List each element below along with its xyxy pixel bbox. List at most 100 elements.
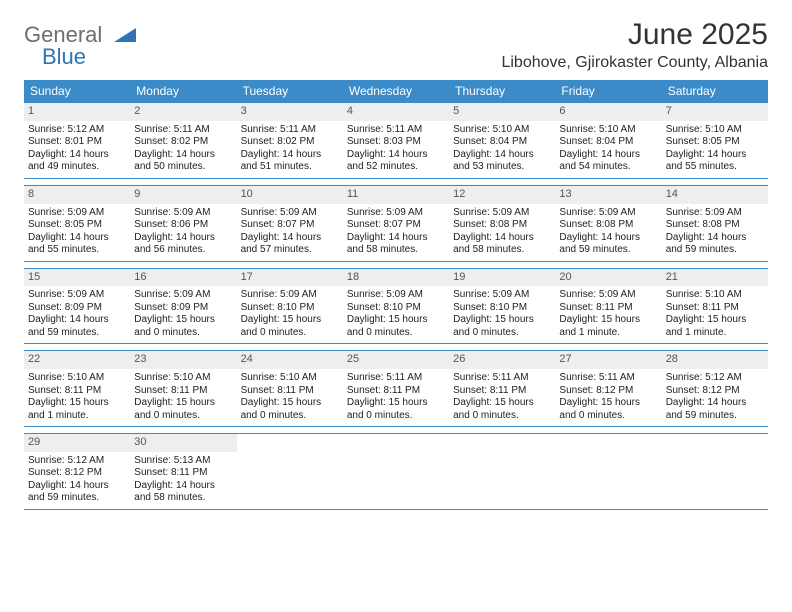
day-cell-empty [237,434,343,509]
day-text: Daylight: 14 hours and 49 minutes. [28,149,126,174]
sunrise-text: Sunrise: 5:10 AM [666,124,764,137]
sunrise-text: Sunrise: 5:12 AM [666,372,764,385]
day-text: Daylight: 14 hours and 59 minutes. [559,232,657,257]
sunset-text: Sunset: 8:12 PM [666,385,764,398]
title-block: June 2025 Libohove, Gjirokaster County, … [501,18,768,72]
weekday-header: Monday [130,80,236,102]
week-row: 8Sunrise: 5:09 AMSunset: 8:05 PMDaylight… [24,185,768,262]
day-text: Daylight: 15 hours and 0 minutes. [559,397,657,422]
sunrise-text: Sunrise: 5:10 AM [453,124,551,137]
day-cell: 16Sunrise: 5:09 AMSunset: 8:09 PMDayligh… [130,269,236,344]
header: General Blue June 2025 Libohove, Gjiroka… [24,18,768,72]
sunset-text: Sunset: 8:10 PM [241,302,339,315]
sunset-text: Sunset: 8:03 PM [347,136,445,149]
sunrise-text: Sunrise: 5:09 AM [559,207,657,220]
sunrise-text: Sunrise: 5:11 AM [453,372,551,385]
sunset-text: Sunset: 8:11 PM [559,302,657,315]
day-cell: 28Sunrise: 5:12 AMSunset: 8:12 PMDayligh… [662,351,768,426]
sunset-text: Sunset: 8:11 PM [241,385,339,398]
day-number: 1 [24,103,130,121]
day-text: Daylight: 14 hours and 59 minutes. [666,397,764,422]
day-cell: 24Sunrise: 5:10 AMSunset: 8:11 PMDayligh… [237,351,343,426]
day-cell-empty [449,434,555,509]
sunrise-text: Sunrise: 5:09 AM [28,207,126,220]
day-cell: 17Sunrise: 5:09 AMSunset: 8:10 PMDayligh… [237,269,343,344]
day-text: Daylight: 14 hours and 51 minutes. [241,149,339,174]
day-number: 23 [130,351,236,369]
sunset-text: Sunset: 8:08 PM [453,219,551,232]
day-cell: 18Sunrise: 5:09 AMSunset: 8:10 PMDayligh… [343,269,449,344]
week-row: 1Sunrise: 5:12 AMSunset: 8:01 PMDaylight… [24,102,768,179]
day-number: 4 [343,103,449,121]
day-text: Daylight: 15 hours and 0 minutes. [347,397,445,422]
day-text: Daylight: 14 hours and 55 minutes. [666,149,764,174]
day-number: 20 [555,269,661,287]
weekday-header: Friday [555,80,661,102]
sunset-text: Sunset: 8:09 PM [28,302,126,315]
sunrise-text: Sunrise: 5:09 AM [666,207,764,220]
week-row: 29Sunrise: 5:12 AMSunset: 8:12 PMDayligh… [24,433,768,510]
sunset-text: Sunset: 8:10 PM [453,302,551,315]
sunset-text: Sunset: 8:08 PM [666,219,764,232]
day-cell: 4Sunrise: 5:11 AMSunset: 8:03 PMDaylight… [343,103,449,178]
day-text: Daylight: 15 hours and 0 minutes. [241,397,339,422]
sunset-text: Sunset: 8:05 PM [666,136,764,149]
sunset-text: Sunset: 8:04 PM [559,136,657,149]
sunrise-text: Sunrise: 5:11 AM [134,124,232,137]
day-cell: 19Sunrise: 5:09 AMSunset: 8:10 PMDayligh… [449,269,555,344]
day-cell: 6Sunrise: 5:10 AMSunset: 8:04 PMDaylight… [555,103,661,178]
day-number: 14 [662,186,768,204]
sunset-text: Sunset: 8:06 PM [134,219,232,232]
weeks-container: 1Sunrise: 5:12 AMSunset: 8:01 PMDaylight… [24,102,768,510]
day-number: 3 [237,103,343,121]
day-cell: 27Sunrise: 5:11 AMSunset: 8:12 PMDayligh… [555,351,661,426]
sunset-text: Sunset: 8:12 PM [28,467,126,480]
day-text: Daylight: 14 hours and 57 minutes. [241,232,339,257]
sunset-text: Sunset: 8:04 PM [453,136,551,149]
day-text: Daylight: 15 hours and 0 minutes. [453,397,551,422]
day-cell: 8Sunrise: 5:09 AMSunset: 8:05 PMDaylight… [24,186,130,261]
weekday-header: Tuesday [237,80,343,102]
day-text: Daylight: 15 hours and 1 minute. [666,314,764,339]
sunset-text: Sunset: 8:11 PM [134,385,232,398]
day-text: Daylight: 15 hours and 0 minutes. [347,314,445,339]
weekday-header: Sunday [24,80,130,102]
day-number: 24 [237,351,343,369]
sunrise-text: Sunrise: 5:09 AM [347,289,445,302]
day-number: 29 [24,434,130,452]
day-cell: 25Sunrise: 5:11 AMSunset: 8:11 PMDayligh… [343,351,449,426]
day-number: 22 [24,351,130,369]
day-number: 9 [130,186,236,204]
day-number: 30 [130,434,236,452]
sunrise-text: Sunrise: 5:11 AM [347,372,445,385]
sunrise-text: Sunrise: 5:09 AM [134,289,232,302]
day-cell: 21Sunrise: 5:10 AMSunset: 8:11 PMDayligh… [662,269,768,344]
day-text: Daylight: 14 hours and 59 minutes. [28,480,126,505]
day-text: Daylight: 14 hours and 50 minutes. [134,149,232,174]
calendar-grid: Sunday Monday Tuesday Wednesday Thursday… [24,80,768,510]
sunrise-text: Sunrise: 5:11 AM [241,124,339,137]
day-number: 21 [662,269,768,287]
month-title: June 2025 [501,18,768,52]
day-text: Daylight: 14 hours and 59 minutes. [28,314,126,339]
sunset-text: Sunset: 8:05 PM [28,219,126,232]
sunset-text: Sunset: 8:01 PM [28,136,126,149]
day-number: 19 [449,269,555,287]
day-text: Daylight: 14 hours and 53 minutes. [453,149,551,174]
sunrise-text: Sunrise: 5:13 AM [134,455,232,468]
sunrise-text: Sunrise: 5:11 AM [347,124,445,137]
day-number: 8 [24,186,130,204]
location-text: Libohove, Gjirokaster County, Albania [501,54,768,72]
sunset-text: Sunset: 8:11 PM [134,467,232,480]
sunset-text: Sunset: 8:11 PM [453,385,551,398]
day-number: 27 [555,351,661,369]
day-cell: 13Sunrise: 5:09 AMSunset: 8:08 PMDayligh… [555,186,661,261]
sunrise-text: Sunrise: 5:09 AM [134,207,232,220]
sunset-text: Sunset: 8:02 PM [134,136,232,149]
sunset-text: Sunset: 8:11 PM [28,385,126,398]
day-text: Daylight: 15 hours and 0 minutes. [241,314,339,339]
sunset-text: Sunset: 8:11 PM [347,385,445,398]
day-number: 12 [449,186,555,204]
sunrise-text: Sunrise: 5:09 AM [241,289,339,302]
day-cell-empty [343,434,449,509]
